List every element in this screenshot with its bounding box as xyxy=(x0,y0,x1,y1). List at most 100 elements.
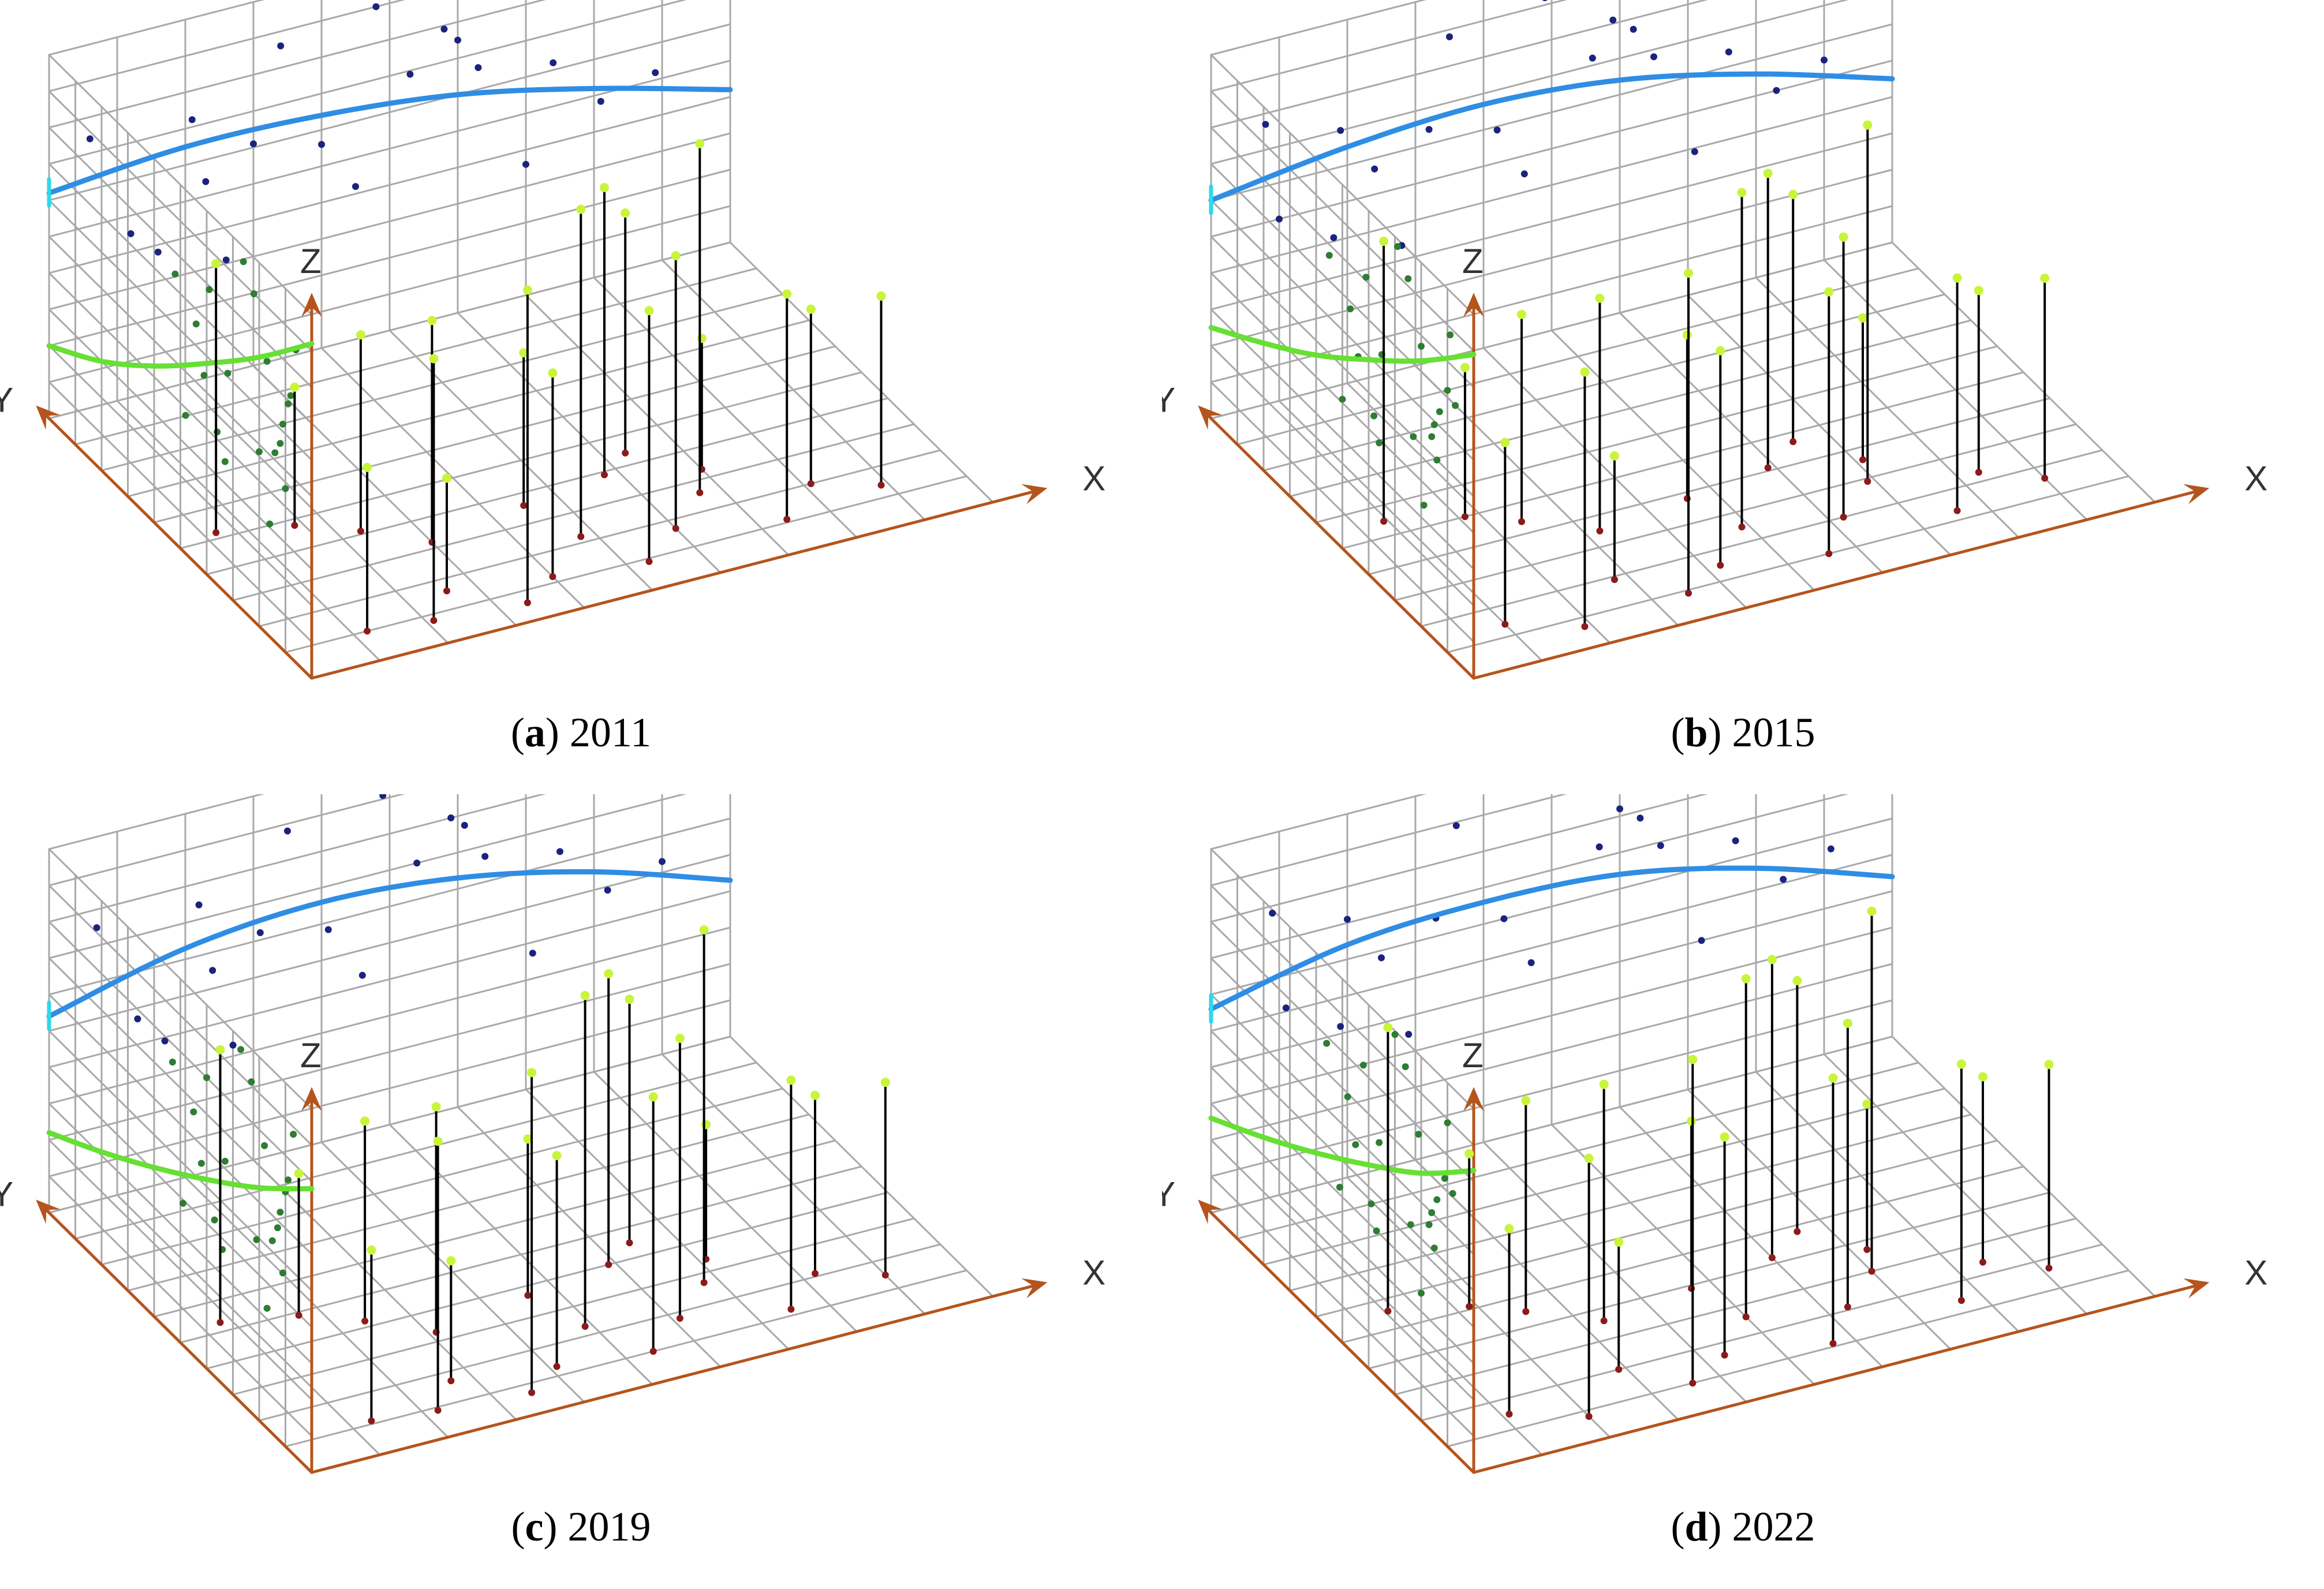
data-point-base xyxy=(645,558,653,565)
side-wall-hline xyxy=(48,993,313,1255)
data-point-base xyxy=(1501,620,1509,628)
trend-line-yz xyxy=(46,341,315,369)
x-axis-arrow xyxy=(2183,1278,2210,1299)
xz-projection-point xyxy=(481,853,489,860)
data-point-base xyxy=(1461,513,1469,521)
data-point xyxy=(675,1033,685,1043)
data-point xyxy=(215,1045,225,1055)
side-wall-hline xyxy=(1210,54,1475,316)
data-point xyxy=(211,259,221,268)
y-axis-line xyxy=(1201,1203,1475,1474)
yz-projection-point xyxy=(266,520,274,528)
trend-line-xz xyxy=(46,85,733,196)
data-point-base xyxy=(1384,1307,1392,1315)
xz-projection-point xyxy=(379,794,387,799)
xz-projection-point xyxy=(284,827,291,835)
xz-projection-point xyxy=(556,848,563,855)
xz-projection-point xyxy=(1589,54,1596,62)
yz-projection-point xyxy=(237,1046,245,1053)
back-wall-hline xyxy=(1210,0,1709,129)
side-wall-hline xyxy=(1210,884,1475,1146)
data-point xyxy=(429,354,439,364)
data-point xyxy=(1737,188,1747,197)
data-point-base xyxy=(581,1323,589,1330)
side-wall-hline xyxy=(48,921,313,1183)
grid xyxy=(48,0,994,679)
data-point-base xyxy=(622,449,629,457)
caption-letter: d xyxy=(1684,1504,1708,1550)
xz-projection-point xyxy=(447,814,455,821)
yz-projection-point xyxy=(1420,502,1428,509)
yz-projection-point xyxy=(274,1224,281,1232)
y-axis-arrow xyxy=(1198,405,1223,430)
data-point xyxy=(876,291,886,301)
caption-c: (c) 2019 xyxy=(511,1504,651,1550)
data-point xyxy=(1504,1224,1514,1233)
caption-year: 2019 xyxy=(567,1504,651,1550)
floor-line-x xyxy=(525,1089,790,1350)
plot3d-d: Z X Y xyxy=(1162,794,2267,1474)
y-axis-line xyxy=(1201,409,1475,680)
yz-projection-point xyxy=(1370,412,1378,420)
data-point xyxy=(552,1151,562,1161)
floor-line-y xyxy=(1289,1113,1972,1292)
yz-projection-point xyxy=(279,1269,286,1277)
data-point xyxy=(1614,1237,1624,1247)
data-point-base xyxy=(877,481,885,489)
yz-projection-point xyxy=(200,372,208,379)
side-wall-hline xyxy=(1210,199,1475,461)
yz-projection-point xyxy=(1444,387,1451,394)
floor-line-y xyxy=(100,1087,784,1266)
data-point xyxy=(1460,362,1470,372)
data-point xyxy=(1682,330,1692,340)
y-axis-arrow xyxy=(36,1199,61,1224)
y-axis-label: Y xyxy=(1162,381,1175,420)
xz-projection-point xyxy=(1821,57,1828,63)
data-point xyxy=(880,1078,890,1087)
data-point xyxy=(1595,293,1605,303)
plot3d-a: Z X Y xyxy=(0,0,1105,680)
xz-projection-point xyxy=(1542,0,1548,1)
yz-projection-point xyxy=(182,412,189,419)
yz-projection-point xyxy=(1415,1131,1422,1138)
x-axis-label: X xyxy=(1082,1253,1105,1292)
xz-projection-point xyxy=(127,230,134,237)
xz-projection-point xyxy=(1596,843,1603,851)
back-wall-hline xyxy=(1210,23,1893,201)
yz-projection-point xyxy=(1425,1221,1433,1228)
xz-projection-point xyxy=(86,135,94,143)
xz-projection-point xyxy=(229,1041,237,1049)
floor-line-x xyxy=(729,241,994,503)
side-wall-hline xyxy=(48,884,313,1146)
yz-projection-point xyxy=(1352,1141,1359,1149)
data-point xyxy=(1974,286,1983,296)
xz-projection-point xyxy=(1452,822,1460,829)
xz-projection-point xyxy=(1378,954,1385,962)
xz-projection-point xyxy=(1827,845,1834,853)
data-point xyxy=(1956,1059,1966,1069)
xz-projection-point xyxy=(522,160,529,168)
data-point-base xyxy=(295,1311,302,1319)
yz-projection-point xyxy=(1428,1209,1436,1216)
yz-projection-point xyxy=(1449,1190,1456,1197)
yz-projection-point xyxy=(268,1237,276,1244)
xz-projection-point xyxy=(1446,33,1453,40)
xz-projection-point xyxy=(209,967,216,974)
xz-projection-point xyxy=(1262,121,1269,128)
yz-projection-point xyxy=(1404,275,1412,282)
data-point-base xyxy=(1522,1308,1530,1315)
data-stems xyxy=(215,925,890,1425)
data-point-base xyxy=(1825,550,1833,558)
back-wall-hline xyxy=(1210,854,1893,1032)
projections xyxy=(1208,0,1895,509)
side-wall-hline xyxy=(1210,848,1475,1110)
side-wall-hline xyxy=(1210,163,1475,425)
back-wall-hline xyxy=(48,854,731,1032)
data-point-base xyxy=(1596,527,1604,534)
data-point-base xyxy=(1957,1297,1965,1304)
xz-projection-point xyxy=(93,924,100,932)
xz-projection-point xyxy=(1282,1004,1290,1012)
yz-projection-point xyxy=(261,1142,268,1149)
floor-line-y xyxy=(1342,371,2024,549)
yz-projection-point xyxy=(221,1157,229,1165)
